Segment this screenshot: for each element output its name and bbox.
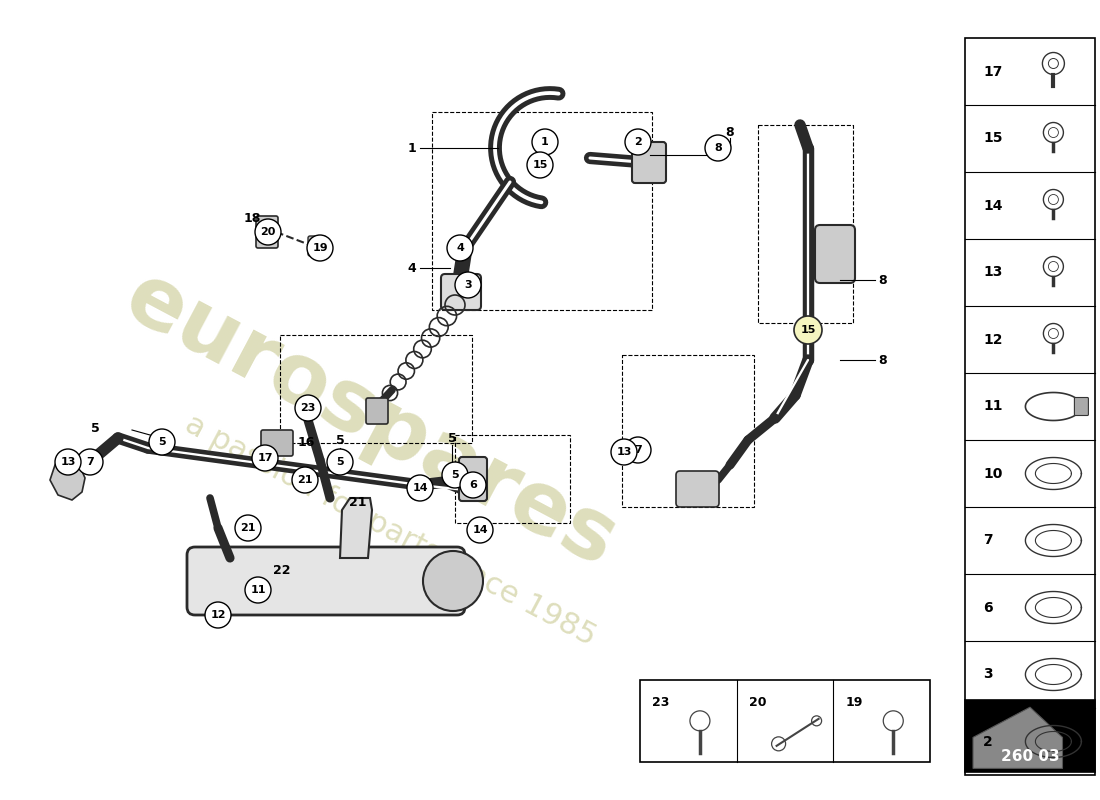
FancyBboxPatch shape [676, 471, 719, 507]
Text: 14: 14 [983, 198, 1002, 213]
Circle shape [625, 437, 651, 463]
Text: 1: 1 [712, 149, 720, 162]
Circle shape [245, 577, 271, 603]
Text: 4: 4 [407, 262, 416, 274]
Text: 6: 6 [469, 480, 477, 490]
Text: 5: 5 [451, 470, 459, 480]
FancyBboxPatch shape [187, 547, 465, 615]
Text: 17: 17 [983, 65, 1002, 78]
Text: 14: 14 [412, 483, 428, 493]
Text: 8: 8 [878, 274, 887, 286]
Text: 15: 15 [532, 160, 548, 170]
Text: 7: 7 [86, 457, 94, 467]
Text: 15: 15 [801, 325, 816, 335]
Text: 5: 5 [336, 434, 344, 446]
Text: 1: 1 [407, 142, 416, 154]
Text: 23: 23 [652, 695, 670, 709]
FancyBboxPatch shape [965, 38, 1094, 775]
Text: a passion for parts since 1985: a passion for parts since 1985 [179, 409, 601, 651]
Circle shape [148, 429, 175, 455]
Text: 5: 5 [158, 437, 166, 447]
FancyBboxPatch shape [261, 430, 293, 456]
Text: 6: 6 [983, 601, 992, 614]
Text: 21: 21 [240, 523, 255, 533]
Text: 5: 5 [337, 457, 344, 467]
Circle shape [460, 472, 486, 498]
Polygon shape [50, 455, 85, 500]
Polygon shape [340, 498, 372, 558]
Circle shape [255, 219, 280, 245]
Text: 12: 12 [983, 333, 1002, 346]
Circle shape [408, 480, 428, 500]
FancyBboxPatch shape [815, 225, 855, 283]
Circle shape [794, 316, 822, 344]
Circle shape [327, 449, 353, 475]
Text: 7: 7 [983, 534, 992, 547]
FancyBboxPatch shape [441, 274, 481, 310]
FancyBboxPatch shape [640, 680, 930, 762]
Text: 10: 10 [983, 466, 1002, 481]
Text: 12: 12 [210, 610, 225, 620]
Text: 22: 22 [273, 563, 290, 577]
Text: 11: 11 [983, 399, 1002, 414]
Text: 1: 1 [541, 137, 549, 147]
FancyBboxPatch shape [459, 457, 487, 501]
Circle shape [205, 602, 231, 628]
Circle shape [442, 462, 468, 488]
Text: 16: 16 [298, 435, 316, 449]
Text: 8: 8 [714, 143, 722, 153]
Circle shape [252, 445, 278, 471]
Text: 15: 15 [983, 131, 1002, 146]
Text: 7: 7 [634, 445, 642, 455]
Circle shape [625, 129, 651, 155]
Circle shape [55, 449, 81, 475]
Text: 18: 18 [243, 211, 261, 225]
Circle shape [407, 475, 433, 501]
Text: 21: 21 [350, 495, 366, 509]
FancyBboxPatch shape [965, 700, 1094, 772]
Text: 260 03: 260 03 [1001, 749, 1059, 764]
Text: 2: 2 [634, 137, 642, 147]
Text: 5: 5 [91, 422, 100, 434]
Polygon shape [974, 707, 1063, 768]
Text: 3: 3 [983, 667, 992, 682]
Text: 20: 20 [261, 227, 276, 237]
FancyBboxPatch shape [256, 216, 278, 248]
Text: 17: 17 [257, 453, 273, 463]
Text: 11: 11 [251, 585, 266, 595]
FancyBboxPatch shape [1075, 398, 1088, 415]
Text: 13: 13 [60, 457, 76, 467]
Circle shape [292, 467, 318, 493]
Text: 4: 4 [456, 243, 464, 253]
Circle shape [532, 129, 558, 155]
Circle shape [424, 551, 483, 611]
Circle shape [455, 272, 481, 298]
Text: 5: 5 [448, 431, 456, 445]
FancyBboxPatch shape [632, 142, 666, 183]
Text: eurospares: eurospares [110, 255, 630, 585]
Text: 14: 14 [472, 525, 487, 535]
Circle shape [77, 449, 103, 475]
Text: 3: 3 [464, 280, 472, 290]
Text: 2: 2 [983, 734, 992, 749]
Circle shape [527, 152, 553, 178]
Text: 21: 21 [297, 475, 312, 485]
Text: 8: 8 [878, 354, 887, 366]
FancyBboxPatch shape [366, 398, 388, 424]
Text: 8: 8 [726, 126, 735, 138]
Text: 13: 13 [983, 266, 1002, 279]
Text: 20: 20 [749, 695, 767, 709]
Circle shape [295, 395, 321, 421]
Text: 19: 19 [312, 243, 328, 253]
Text: 19: 19 [845, 695, 862, 709]
Circle shape [307, 235, 333, 261]
Text: 23: 23 [300, 403, 316, 413]
Circle shape [705, 135, 732, 161]
FancyBboxPatch shape [308, 236, 326, 256]
Circle shape [468, 517, 493, 543]
Text: 13: 13 [616, 447, 631, 457]
Circle shape [235, 515, 261, 541]
Circle shape [610, 439, 637, 465]
Circle shape [447, 235, 473, 261]
